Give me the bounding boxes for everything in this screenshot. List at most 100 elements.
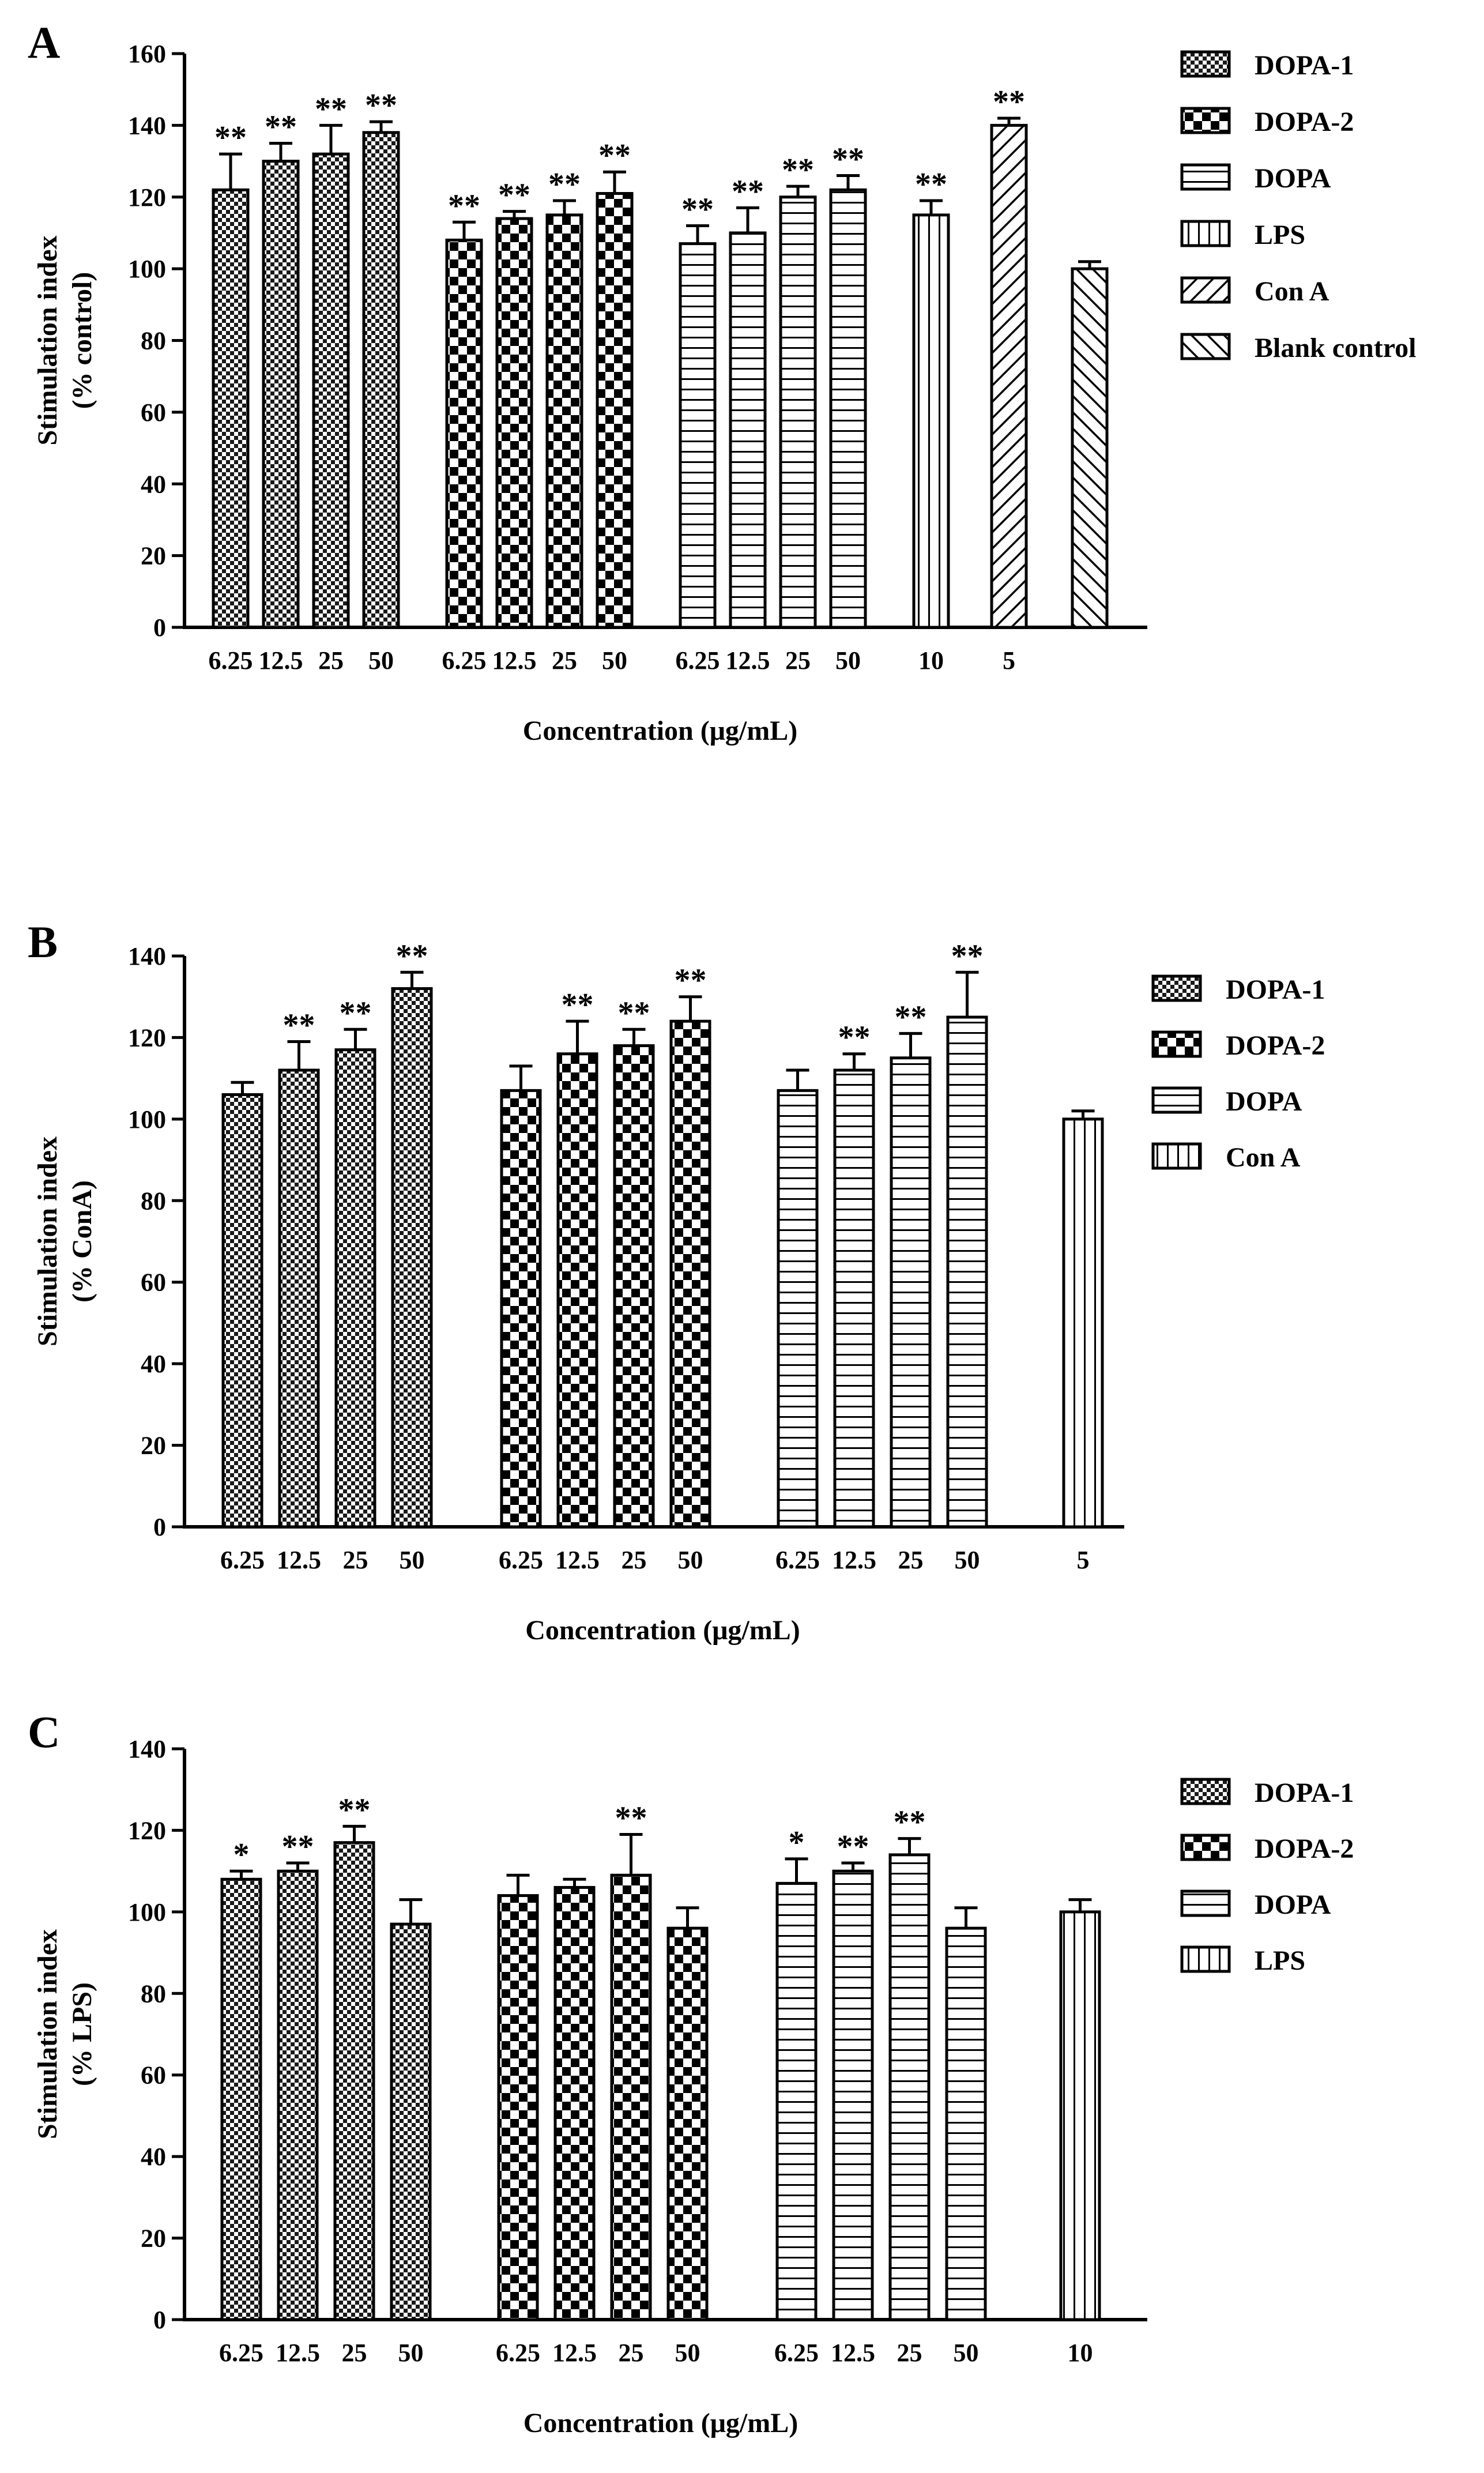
x-tick-label: 12.5 [259, 646, 303, 675]
legend-label: DOPA [1255, 163, 1331, 194]
significance-label: ** [498, 178, 530, 213]
legend-label: DOPA-2 [1226, 1030, 1325, 1061]
y-tick-label: 40 [141, 1350, 166, 1378]
significance-label: ** [598, 138, 631, 174]
x-tick-label: 25 [342, 2339, 367, 2367]
legend-label: LPS [1255, 1945, 1305, 1976]
legend-swatch [1180, 333, 1231, 360]
y-tick-label: 140 [128, 1735, 166, 1763]
y-tick-label: 20 [141, 2224, 166, 2253]
bar-dopa-1-25 [312, 152, 350, 629]
bar-dopa-2-6.25 [445, 238, 483, 629]
x-tick-label: 6.25 [209, 646, 253, 675]
y-axis-label: Stimulation index [32, 1136, 63, 1346]
bar-blank-control-control [1071, 267, 1109, 629]
x-tick-label: 6.25 [220, 1546, 265, 1574]
significance-label: ** [732, 174, 764, 209]
x-tick-label: 50 [398, 2339, 424, 2367]
bar-dopa-50 [829, 188, 867, 629]
y-tick-label: 60 [141, 1269, 166, 1297]
y-tick-label: 40 [141, 470, 166, 498]
x-tick-label: 50 [400, 1546, 425, 1574]
bar-dopa-6.25 [775, 1881, 818, 2321]
x-tick-label: 6.25 [496, 2339, 540, 2367]
y-tick-label: 120 [128, 1816, 166, 1845]
x-tick-label: 12.5 [726, 646, 770, 675]
x-tick-label: 25 [897, 2339, 922, 2367]
significance-label: ** [340, 995, 372, 1031]
bar-dopa-6.25 [679, 242, 717, 629]
bar-dopa-1-25 [333, 1841, 375, 2321]
y-tick-label: 80 [141, 327, 166, 355]
x-tick-label: 6.25 [775, 1546, 820, 1574]
bar-dopa-25 [888, 1853, 931, 2321]
x-tick-label: 12.5 [492, 646, 537, 675]
y-tick-label: 80 [141, 1979, 166, 2008]
significance-label: * [233, 1837, 250, 1873]
legend-label: DOPA [1255, 1889, 1331, 1920]
x-tick-label: 12.5 [552, 2339, 597, 2367]
x-axis-label: Concentration (μg/mL) [525, 1615, 800, 1646]
y-tick-label: 40 [141, 2143, 166, 2171]
bar-dopa-50 [945, 1926, 987, 2321]
x-tick-label: 25 [552, 646, 577, 675]
legend-label: Con A [1226, 1142, 1301, 1173]
legend-label: DOPA [1226, 1086, 1302, 1117]
legend-swatch [1151, 1030, 1202, 1058]
significance-label: ** [838, 1020, 871, 1056]
legend-label: DOPA-1 [1255, 50, 1354, 81]
significance-label: ** [315, 91, 347, 127]
x-tick-label: 10 [1068, 2339, 1093, 2367]
bar-dopa-2-50 [669, 1019, 711, 1529]
bar-dopa-1-6.25 [221, 1093, 263, 1529]
y-tick-label: 20 [141, 1432, 166, 1460]
x-tick-label: 12.5 [276, 2339, 320, 2367]
x-tick-label: 6.25 [442, 646, 487, 675]
x-tick-label: 25 [619, 2339, 644, 2367]
bar-dopa-1-12.5 [277, 1869, 319, 2321]
y-tick-label: 140 [128, 942, 166, 970]
x-tick-label: 5 [1077, 1546, 1090, 1574]
y-axis-label: Stimulation index [32, 1929, 63, 2139]
bar-dopa-2-50 [666, 1926, 709, 2321]
significance-label: ** [283, 1008, 315, 1044]
bar-dopa-2-12.5 [553, 1885, 596, 2321]
legend-swatch [1180, 1778, 1231, 1805]
bar-dopa-2-50 [596, 192, 634, 629]
significance-label: ** [837, 1829, 869, 1865]
legend-swatch [1151, 1086, 1202, 1114]
y-tick-label: 120 [128, 1023, 166, 1052]
bar-dopa-2-25 [545, 213, 583, 629]
significance-label: ** [993, 84, 1025, 120]
y-tick-label: 80 [141, 1187, 166, 1215]
legend-swatch [1151, 1142, 1202, 1170]
bar-dopa-1-6.25 [212, 188, 250, 629]
significance-label: ** [951, 938, 984, 974]
bar-dopa-1-50 [362, 131, 400, 629]
legend-label: Blank control [1255, 333, 1417, 363]
significance-label: ** [365, 88, 397, 123]
y-tick-label: 160 [128, 40, 166, 68]
bar-dopa-1-6.25 [220, 1877, 262, 2321]
legend-label: DOPA-1 [1255, 1778, 1354, 1808]
y-tick-label: 60 [141, 398, 166, 427]
x-tick-label: 10 [918, 646, 944, 675]
y-tick-label: 0 [153, 1513, 166, 1541]
x-axis-label: Concentration (μg/mL) [523, 2408, 798, 2438]
bar-dopa-2-12.5 [556, 1052, 598, 1529]
x-tick-label: 6.25 [774, 2339, 819, 2367]
bar-dopa-25 [779, 195, 817, 629]
x-axis-label: Concentration (μg/mL) [523, 716, 797, 746]
bar-dopa-1-50 [390, 1922, 432, 2321]
bar-dopa-2-25 [613, 1044, 655, 1529]
x-tick-label: 25 [318, 646, 344, 675]
legend-swatch [1180, 50, 1231, 78]
x-tick-label: 50 [675, 2339, 700, 2367]
legend-label: DOPA-1 [1226, 974, 1325, 1005]
legend-swatch [1180, 1945, 1231, 1973]
bar-dopa-50 [946, 1015, 988, 1529]
significance-label: ** [894, 1805, 926, 1840]
x-tick-label: 12.5 [277, 1546, 321, 1574]
y-tick-label: 120 [128, 183, 166, 212]
